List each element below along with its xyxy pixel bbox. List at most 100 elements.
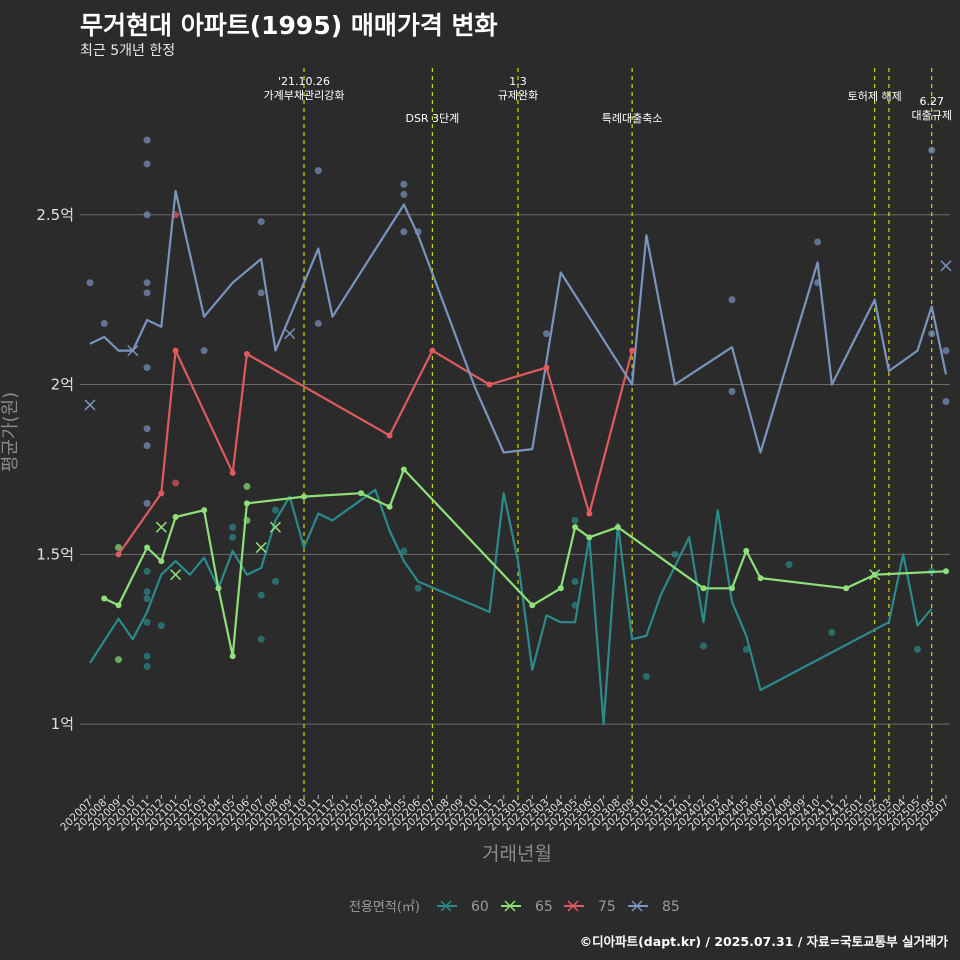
data-point-60 [400, 547, 408, 555]
data-point-85 [400, 228, 408, 236]
cross-marker-85 [84, 399, 96, 411]
cross-marker-85 [284, 328, 296, 340]
cross-marker-65 [255, 542, 267, 554]
data-point-60 [143, 594, 151, 602]
data-point-85 [400, 180, 408, 188]
data-point-85 [143, 136, 151, 144]
data-point-85 [257, 218, 265, 226]
data-point-85 [143, 442, 151, 450]
legend: 전용면적(㎡) 60 65 75 85 [349, 899, 680, 915]
data-point-85 [314, 319, 322, 327]
cross-marker-85 [940, 260, 952, 272]
data-point-85 [314, 167, 322, 175]
legend-label: 60 [471, 899, 489, 915]
series-marker-65 [586, 534, 593, 541]
data-point-75 [172, 479, 180, 487]
data-point-60 [699, 642, 707, 650]
data-point-85 [143, 160, 151, 168]
cross-stroke [155, 521, 167, 533]
series-marker-65 [144, 544, 151, 551]
data-point-85 [200, 347, 208, 355]
legend-swatch-cross [567, 900, 579, 912]
legend-item-65: 65 [501, 899, 553, 915]
data-point-60 [229, 533, 237, 541]
data-point-60 [229, 523, 237, 531]
series-marker-75 [543, 364, 550, 371]
legend-label: 65 [535, 899, 553, 915]
series-marker-75 [486, 381, 493, 388]
legend-label: 75 [598, 899, 616, 915]
data-point-85 [143, 211, 151, 219]
legend-swatch-cross [504, 900, 516, 912]
series-marker-65 [215, 585, 222, 592]
series-marker-65 [400, 466, 407, 473]
legend-title: 전용면적(㎡) [349, 900, 420, 915]
data-point-60 [913, 645, 921, 653]
series-marker-75 [243, 351, 250, 357]
series-marker-65 [358, 490, 365, 497]
cross-markers [84, 260, 952, 581]
cross-stroke [869, 569, 881, 581]
data-point-60 [271, 577, 279, 585]
data-point-60 [143, 588, 151, 596]
data-point-60 [257, 591, 265, 599]
data-point-60 [257, 635, 265, 643]
data-point-60 [143, 652, 151, 660]
data-point-85 [928, 146, 936, 154]
series-marker-65 [843, 585, 850, 592]
cross-marker-65 [869, 569, 881, 581]
data-point-60 [157, 622, 165, 630]
series-marker-75 [429, 347, 436, 354]
series-marker-65 [729, 585, 735, 592]
y-tick-label: 2.5억 [36, 206, 74, 224]
series-marker-75 [158, 490, 165, 497]
data-point-60 [785, 561, 793, 569]
data-point-85 [143, 279, 151, 287]
data-point-85 [143, 499, 151, 507]
cross-marker-65 [170, 569, 182, 581]
series-marker-75 [229, 469, 236, 476]
series-marker-65 [229, 653, 236, 660]
series-line-65 [103, 468, 947, 658]
series-marker-65 [386, 503, 393, 510]
legend-item-75: 75 [564, 899, 616, 915]
y-tick-label: 1억 [51, 715, 74, 733]
data-point-85 [143, 425, 151, 433]
legend-swatch-cross [440, 900, 452, 912]
cross-marker-65 [269, 521, 281, 533]
data-point-60 [143, 567, 151, 575]
chart-title: 무거현대 아파트(1995) 매매가격 변화 [80, 11, 498, 40]
data-point-85 [143, 289, 151, 297]
event-label: 6.27 대출규제 [911, 95, 951, 122]
source-caption: ©디아파트(dapt.kr) / 2025.07.31 / 자료=국토교통부 실… [579, 934, 948, 949]
y-tick-label: 2억 [51, 376, 74, 394]
data-point-85 [143, 364, 151, 372]
series-marker-65 [743, 547, 750, 554]
series-marker-65 [158, 558, 165, 565]
series-marker-75 [629, 347, 636, 354]
series-markers [101, 347, 949, 660]
cross-stroke [940, 260, 952, 272]
data-point-85 [928, 330, 936, 338]
chart-subtitle: 최근 5개년 한정 [80, 43, 176, 59]
series-marker-75 [386, 432, 393, 439]
legend-swatch-cross [631, 900, 643, 912]
data-point-60 [571, 577, 579, 585]
data-point-85 [814, 238, 822, 246]
data-point-60 [271, 506, 279, 514]
y-axis-label: 평균가(원) [0, 392, 21, 472]
cross-stroke [255, 542, 267, 554]
series-marker-75 [586, 510, 593, 517]
data-point-85 [257, 289, 265, 297]
series-marker-65 [115, 602, 122, 609]
cross-stroke [127, 345, 139, 357]
series-marker-75 [172, 347, 179, 354]
series-marker-65 [557, 585, 564, 592]
cross-marker-65 [155, 521, 167, 533]
data-point-60 [642, 673, 650, 681]
series-marker-65 [101, 595, 108, 602]
series-line-85 [89, 189, 948, 454]
event-label: 특례대출축소 [602, 112, 663, 125]
